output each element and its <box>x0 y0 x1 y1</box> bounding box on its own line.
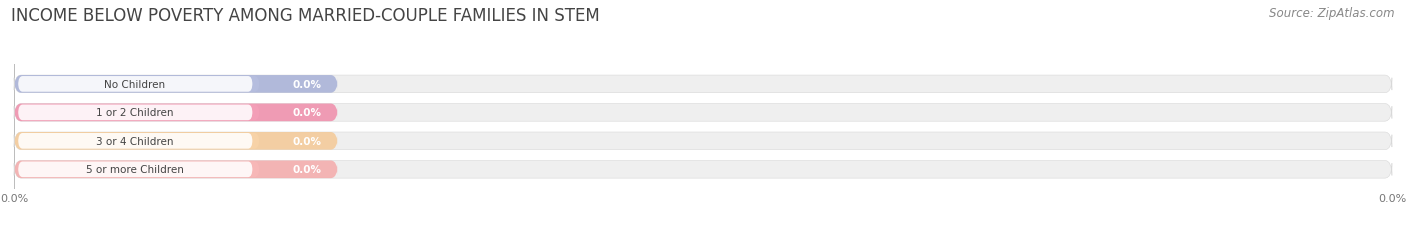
FancyBboxPatch shape <box>18 105 259 121</box>
Text: 3 or 4 Children: 3 or 4 Children <box>96 136 173 146</box>
FancyBboxPatch shape <box>14 76 1392 93</box>
FancyBboxPatch shape <box>18 105 253 121</box>
FancyBboxPatch shape <box>14 161 1392 178</box>
FancyBboxPatch shape <box>14 104 337 122</box>
Text: 5 or more Children: 5 or more Children <box>86 165 184 175</box>
Text: 0.0%: 0.0% <box>292 108 322 118</box>
FancyBboxPatch shape <box>14 104 1392 122</box>
Text: 1 or 2 Children: 1 or 2 Children <box>96 108 173 118</box>
FancyBboxPatch shape <box>14 132 1392 150</box>
FancyBboxPatch shape <box>14 76 337 93</box>
Text: Source: ZipAtlas.com: Source: ZipAtlas.com <box>1270 7 1395 20</box>
Text: INCOME BELOW POVERTY AMONG MARRIED-COUPLE FAMILIES IN STEM: INCOME BELOW POVERTY AMONG MARRIED-COUPL… <box>11 7 600 25</box>
Text: No Children: No Children <box>104 79 165 89</box>
Text: 0.0%: 0.0% <box>292 165 322 175</box>
FancyBboxPatch shape <box>18 77 253 92</box>
FancyBboxPatch shape <box>18 134 253 149</box>
FancyBboxPatch shape <box>18 134 259 149</box>
Text: 0.0%: 0.0% <box>292 79 322 89</box>
FancyBboxPatch shape <box>18 162 253 177</box>
FancyBboxPatch shape <box>18 77 259 92</box>
FancyBboxPatch shape <box>14 132 337 150</box>
FancyBboxPatch shape <box>18 162 259 177</box>
FancyBboxPatch shape <box>14 161 337 178</box>
Text: 0.0%: 0.0% <box>292 136 322 146</box>
